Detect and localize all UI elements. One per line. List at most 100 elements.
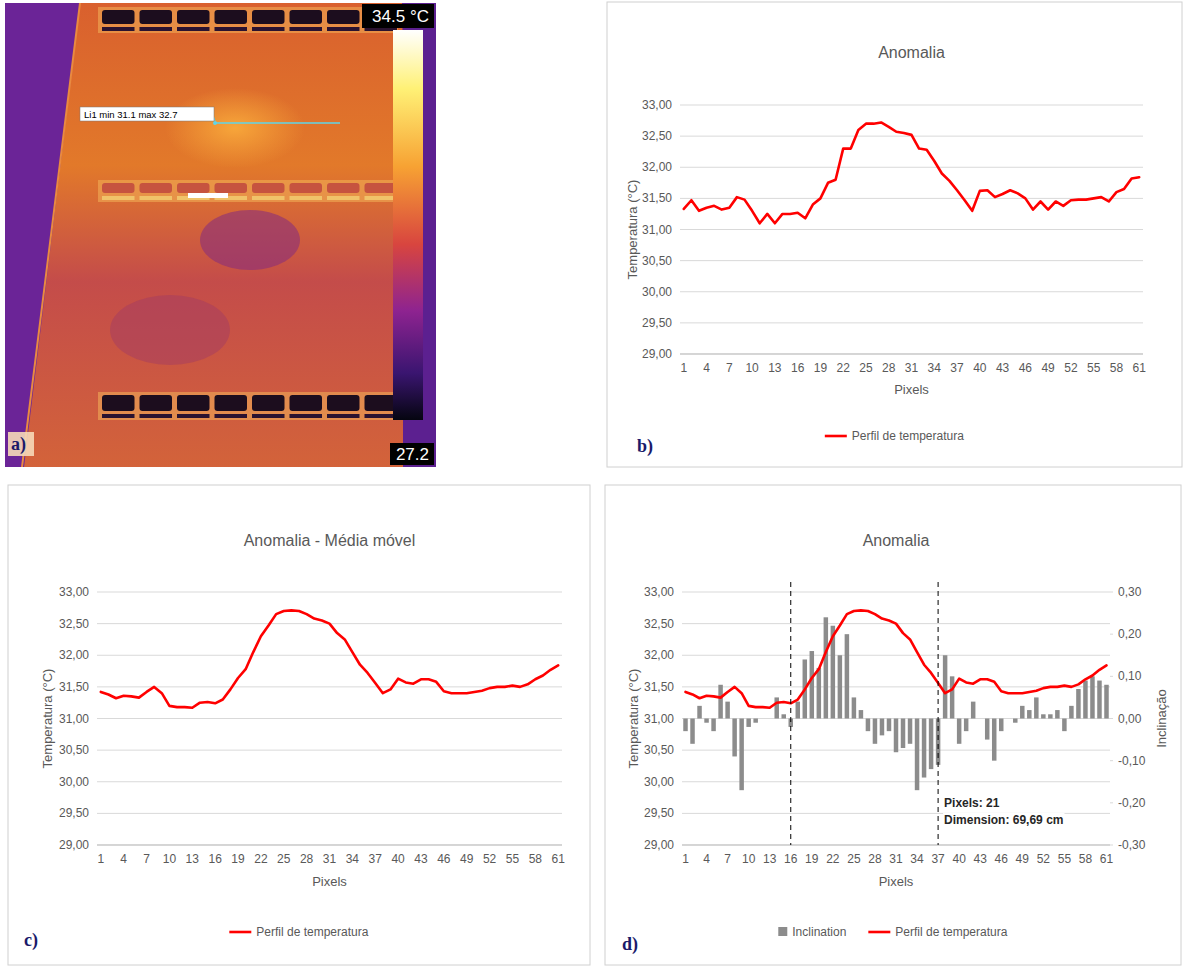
- y2-tick-label: -0,20: [1118, 796, 1146, 810]
- panel-frame: [607, 2, 1182, 467]
- x-tick-label: 34: [928, 361, 942, 375]
- legend-swatch: [868, 931, 890, 934]
- x-tick-label: 49: [460, 852, 474, 866]
- annotation: Pixels: 21: [944, 796, 1000, 810]
- bar: [894, 719, 898, 753]
- chart-title: Anomalia - Média móvel: [244, 532, 416, 549]
- bar: [732, 719, 736, 757]
- grid-line: [97, 781, 562, 782]
- x-tick-label: 13: [763, 852, 777, 866]
- x-tick-label: 46: [995, 852, 1009, 866]
- bar: [697, 706, 701, 719]
- legend-label: Perfil de temperatura: [895, 925, 1007, 939]
- x-tick-label: 43: [996, 361, 1010, 375]
- window-row-frame: [98, 392, 398, 420]
- chart-title: Anomalia: [878, 44, 945, 61]
- y-tick-label: 29,50: [642, 316, 672, 330]
- x-tick-label: 7: [143, 852, 150, 866]
- x-axis-title: Pixels: [312, 874, 347, 889]
- y2-tick-label: 0,30: [1118, 585, 1142, 599]
- bar: [929, 719, 933, 770]
- y-tick-label: 33,00: [644, 585, 674, 599]
- x-tick-label: 55: [1058, 852, 1072, 866]
- facade: [20, 3, 410, 467]
- chart-panel: Anomalia29,0029,5030,0030,5031,0031,5032…: [605, 485, 1181, 965]
- y2-tick-label: 0,10: [1118, 669, 1142, 683]
- y2-tick-label: 0,00: [1118, 712, 1142, 726]
- grid-line: [680, 167, 1143, 168]
- x-tick-label: 22: [254, 852, 268, 866]
- window-sill: [140, 414, 173, 418]
- window-pane: [327, 10, 360, 24]
- y-axis-title: Temperatura (°C): [625, 180, 640, 280]
- legend-swatch: [778, 927, 787, 936]
- x-tick-label: 49: [1016, 852, 1030, 866]
- bar: [1055, 710, 1059, 718]
- window-sill: [215, 27, 248, 31]
- y-tick-label: 31,00: [642, 223, 672, 237]
- legend-label: Perfil de temperatura: [256, 925, 368, 939]
- bar: [985, 719, 989, 740]
- bar: [1020, 706, 1024, 719]
- x-tick-label: 25: [847, 852, 861, 866]
- window-row-frame: [98, 7, 398, 33]
- x-axis-title: Pixels: [894, 382, 929, 397]
- bar: [845, 634, 849, 718]
- bar: [978, 718, 982, 719]
- cool-patch: [200, 210, 300, 270]
- window-sill: [290, 414, 323, 418]
- window-sill: [102, 414, 135, 418]
- bar: [1097, 681, 1101, 719]
- y-tick-label: 29,00: [642, 347, 672, 361]
- scale-min-label: 27.2: [396, 445, 429, 464]
- window-pane: [252, 395, 285, 411]
- bar: [1041, 714, 1045, 718]
- left-column: [5, 3, 80, 467]
- y-axis-title: Temperatura (°C): [626, 669, 641, 769]
- thermal-panel: 34.5 °C27.2Li1 min 31.1 max 32.7a): [5, 3, 436, 467]
- x-tick-label: 1: [97, 852, 104, 866]
- window-pane: [365, 395, 398, 411]
- x-tick-label: 13: [186, 852, 200, 866]
- y-tick-label: 29,50: [644, 806, 674, 820]
- bar: [1027, 710, 1031, 718]
- window-sill: [252, 414, 285, 418]
- bar: [711, 719, 715, 732]
- x-tick-label: 31: [323, 852, 337, 866]
- thermal-image: [5, 3, 436, 467]
- window-sill: [327, 196, 360, 200]
- panel-frame: [8, 485, 590, 965]
- colorbar: [393, 30, 423, 420]
- window-sill: [365, 196, 398, 200]
- x-tick-label: 1: [680, 361, 687, 375]
- window-sill: [140, 27, 173, 31]
- bar: [887, 719, 891, 732]
- scale-max-label: 34.5 °C: [372, 7, 429, 26]
- window-sill: [177, 27, 210, 31]
- bar: [690, 719, 694, 744]
- bar: [767, 718, 771, 719]
- bar: [1083, 681, 1087, 719]
- window-pane: [177, 395, 210, 411]
- grid-line: [682, 781, 1110, 782]
- line-series: [686, 610, 1107, 707]
- annotation: Dimension: 69,69 cm: [944, 813, 1063, 827]
- grid-line: [680, 322, 1143, 323]
- legend-label: Perfil de temperatura: [852, 429, 964, 443]
- x-tick-label: 58: [529, 852, 543, 866]
- bar: [781, 714, 785, 718]
- y-tick-label: 31,00: [59, 712, 89, 726]
- bar: [1013, 719, 1017, 723]
- legend: Perfil de temperatura: [825, 429, 964, 443]
- y-tick-label: 32,00: [59, 648, 89, 662]
- legend: InclinationPerfil de temperatura: [778, 925, 1007, 939]
- plot-area: [101, 610, 558, 707]
- x-tick-label: 13: [768, 361, 782, 375]
- x-tick-label: 28: [882, 361, 896, 375]
- legend: Perfil de temperatura: [229, 925, 368, 939]
- measure-point: [213, 121, 217, 125]
- window-row-frame: [98, 180, 398, 202]
- grid-line: [97, 592, 562, 593]
- grid-line: [682, 845, 1110, 846]
- y-tick-label: 32,50: [59, 617, 89, 631]
